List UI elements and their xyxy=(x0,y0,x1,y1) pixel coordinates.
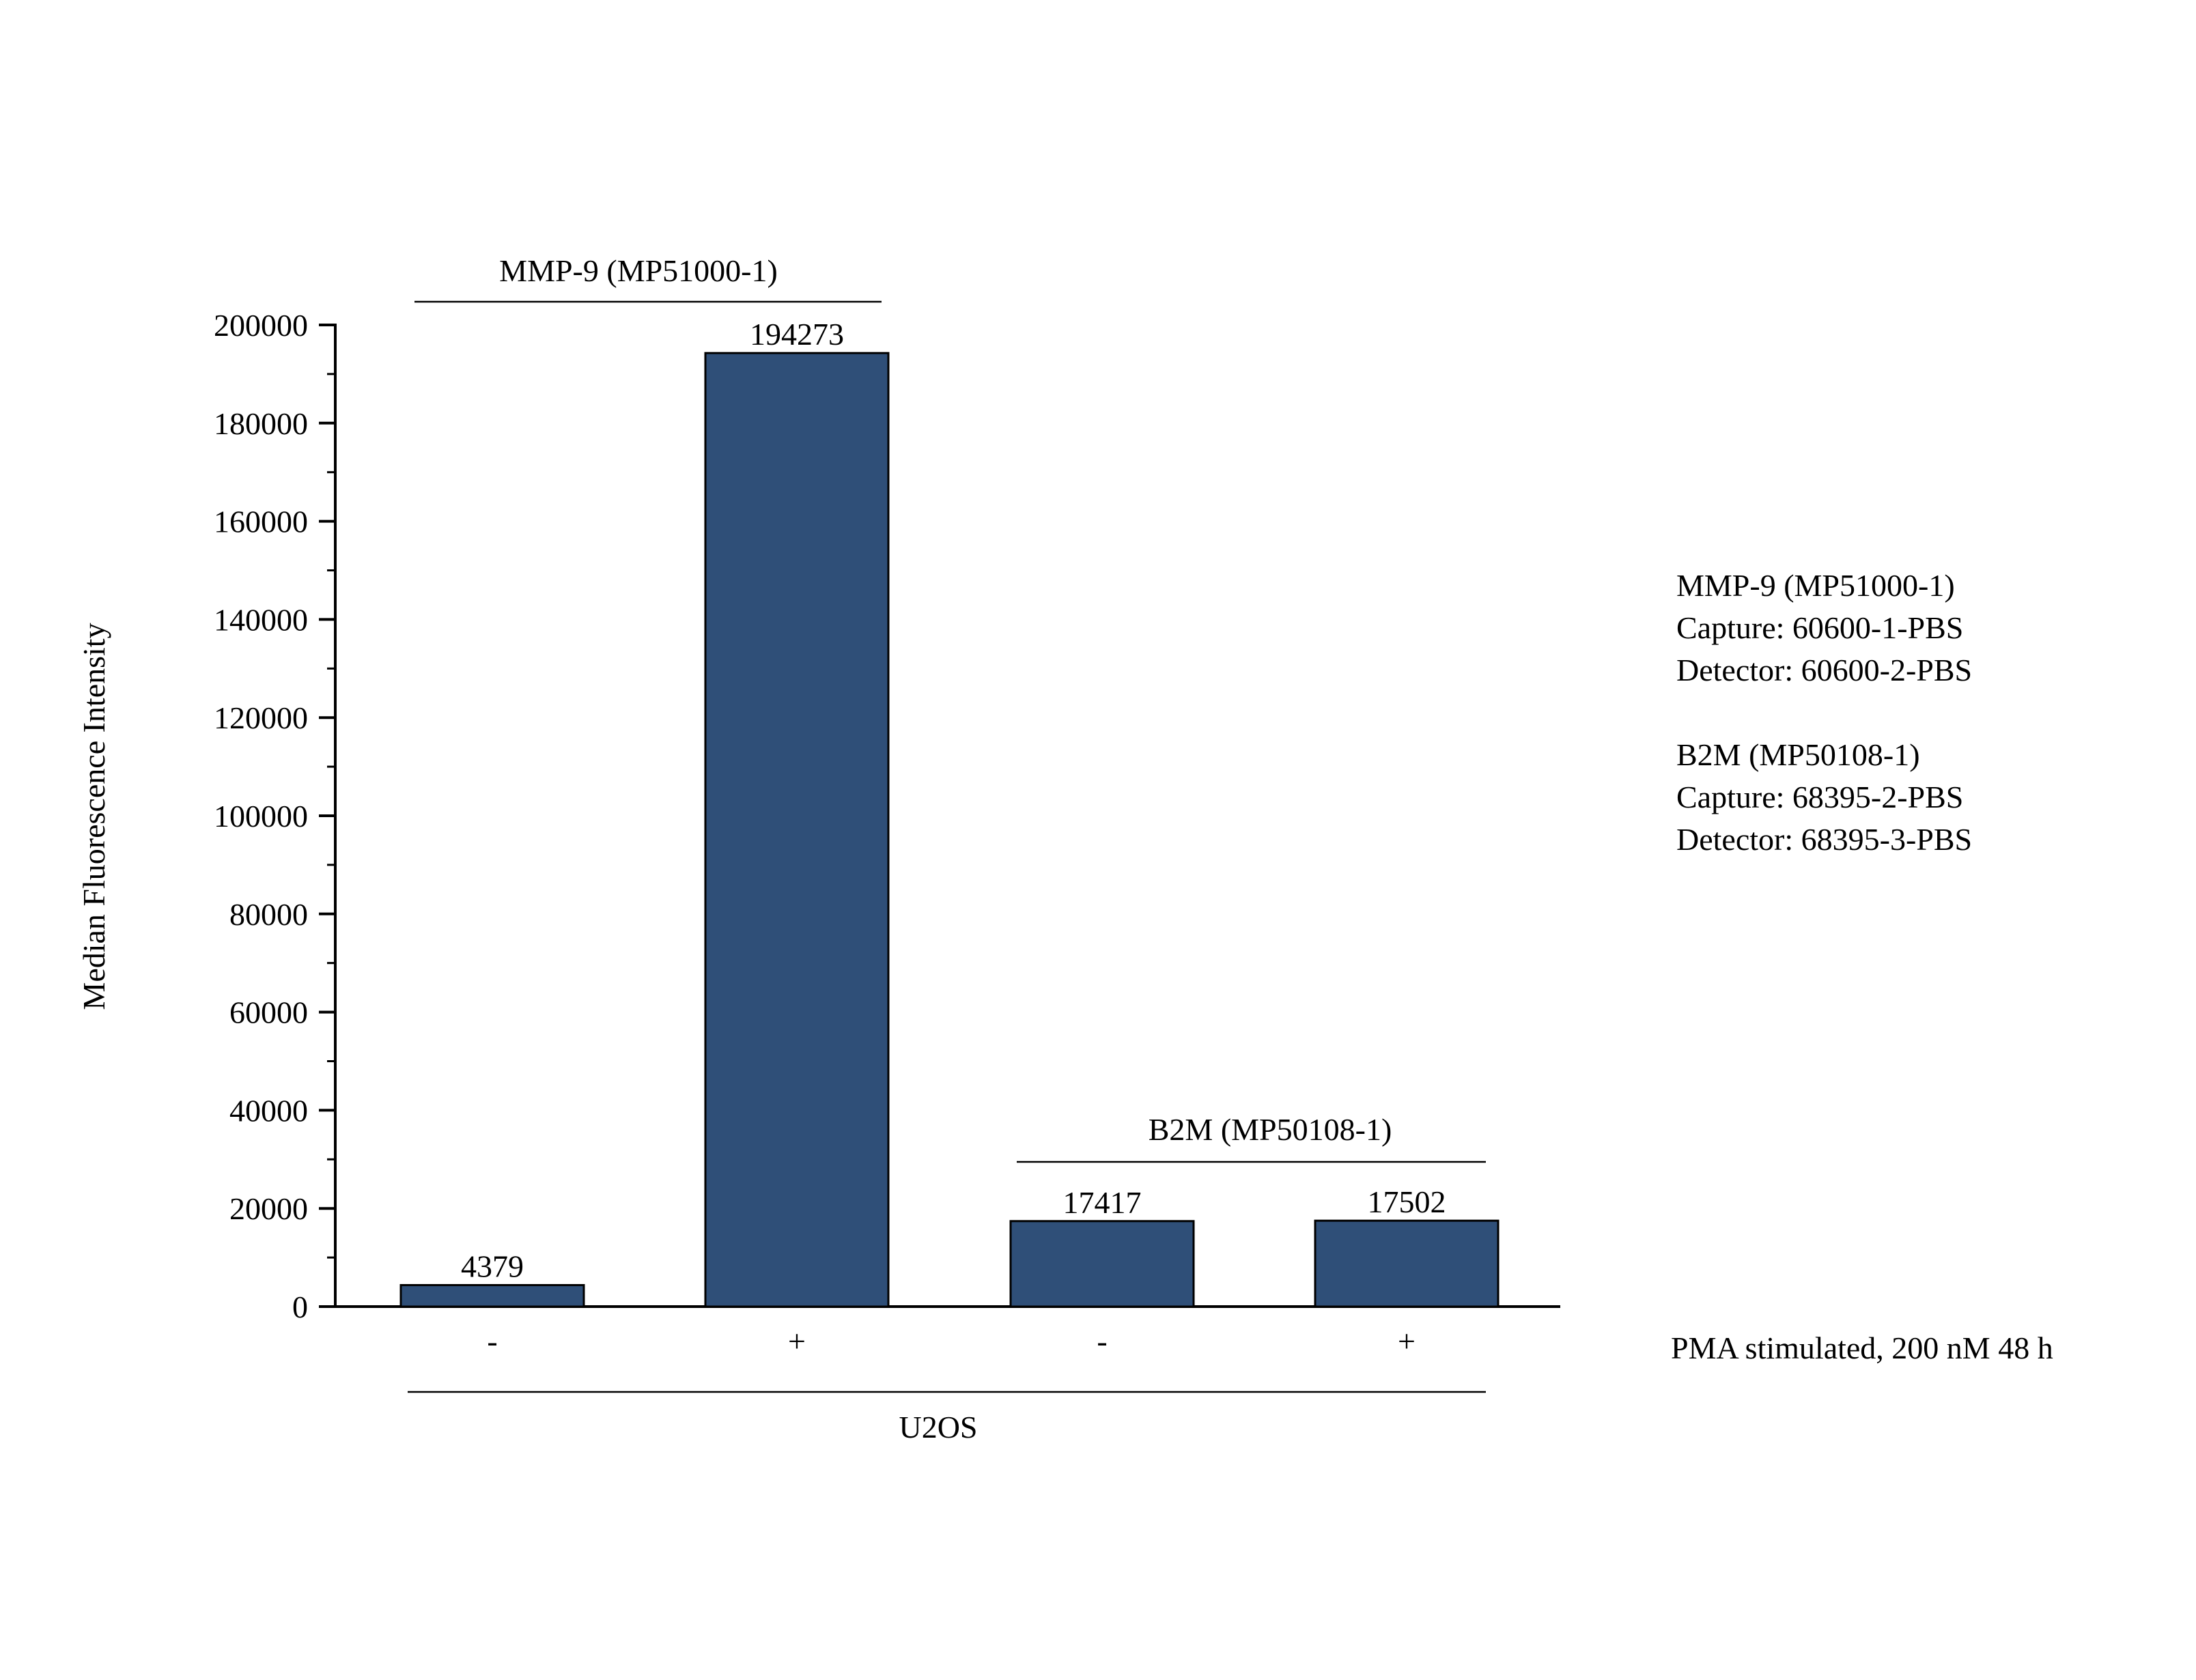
bar-value-label: 194273 xyxy=(750,317,844,352)
group-label-b2m: B2M (MP50108-1) xyxy=(1149,1112,1392,1147)
y-tick-label: 80000 xyxy=(229,897,308,932)
row-label-pma: PMA stimulated, 200 nM 48 h xyxy=(1671,1330,2053,1365)
x-category-label: - xyxy=(487,1324,497,1358)
bar-value-label: 17502 xyxy=(1368,1184,1446,1219)
y-tick-label: 180000 xyxy=(214,406,308,441)
annotation-line-2: Capture: 60600-1-PBS xyxy=(1676,610,1963,645)
category-labels: - + - + xyxy=(487,1324,1416,1358)
y-tick-label: 0 xyxy=(292,1290,308,1324)
bars: 4379 194273 17417 17502 xyxy=(399,317,1500,1308)
bar xyxy=(1009,1220,1195,1308)
y-tick-label: 200000 xyxy=(214,308,308,343)
annotation-line-1: MMP-9 (MP51000-1) xyxy=(1676,568,1955,603)
y-tick-label: 120000 xyxy=(214,700,308,735)
x-category-label: + xyxy=(1398,1324,1416,1358)
bar xyxy=(1314,1219,1500,1308)
annotation-block: MMP-9 (MP51000-1) Capture: 60600-1-PBS D… xyxy=(1676,568,1972,857)
y-tick-label: 40000 xyxy=(229,1093,308,1128)
group-label-cell-line: U2OS xyxy=(899,1410,977,1444)
bar xyxy=(399,1284,585,1308)
y-tick-label: 140000 xyxy=(214,602,308,637)
y-axis-title: Median Fluorescence Intensity xyxy=(76,623,111,1010)
bar-value-label: 17417 xyxy=(1063,1185,1142,1220)
bar-value-label: 4379 xyxy=(461,1249,524,1284)
annotation-line-7: Detector: 68395-3-PBS xyxy=(1676,822,1972,857)
annotation-line-5: B2M (MP50108-1) xyxy=(1676,737,1920,772)
y-axis-ticks: 0 20000 40000 60000 80000 100000 120000 140000 1… xyxy=(214,308,335,1324)
y-tick-label: 60000 xyxy=(229,995,308,1030)
group-label-mmp9: MMP-9 (MP51000-1) xyxy=(499,253,778,288)
annotation-line-3: Detector: 60600-2-PBS xyxy=(1676,653,1972,687)
bar xyxy=(704,352,890,1308)
y-tick-label: 20000 xyxy=(229,1191,308,1226)
x-category-label: + xyxy=(788,1324,806,1358)
x-category-label: - xyxy=(1097,1324,1107,1358)
y-tick-label: 160000 xyxy=(214,504,308,539)
annotation-line-6: Capture: 68395-2-PBS xyxy=(1676,780,1963,814)
y-tick-label: 100000 xyxy=(214,799,308,834)
